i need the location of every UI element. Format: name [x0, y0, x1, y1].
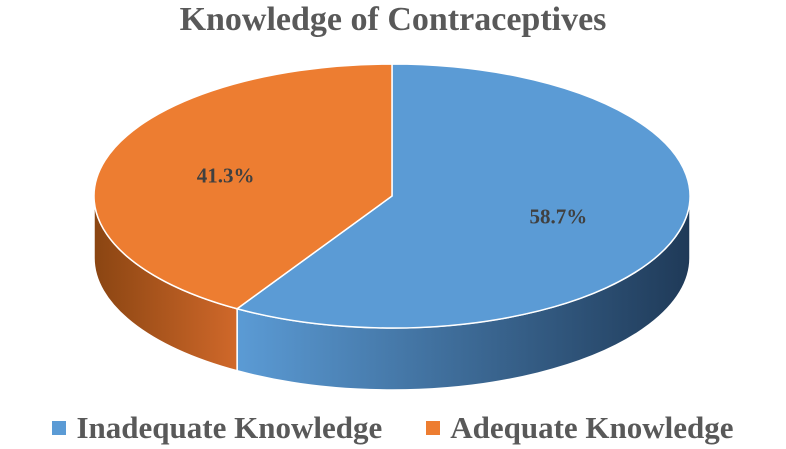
pie-chart: 58.7% 41.3% [93, 63, 691, 391]
legend-swatch-adequate-knowledge [426, 421, 441, 435]
legend-swatch-inadequate-knowledge [52, 421, 67, 435]
data-label-inadequate-knowledge: 58.7% [530, 205, 588, 229]
legend-label-inadequate-knowledge: Inadequate Knowledge [76, 410, 383, 445]
pie-slice-adequate-knowledge [93, 63, 393, 310]
data-label-adequate-knowledge: 41.3% [197, 163, 255, 187]
pie-slice-inadequate-knowledge [235, 63, 691, 329]
legend: Inadequate Knowledge Adequate Knowledge [0, 408, 786, 448]
legend-item-adequate-knowledge: Adequate Knowledge [426, 410, 734, 446]
legend-label-adequate-knowledge: Adequate Knowledge [450, 410, 734, 445]
legend-item-inadequate-knowledge: Inadequate Knowledge [52, 410, 382, 446]
chart-title: Knowledge of Contraceptives [179, 1, 607, 38]
